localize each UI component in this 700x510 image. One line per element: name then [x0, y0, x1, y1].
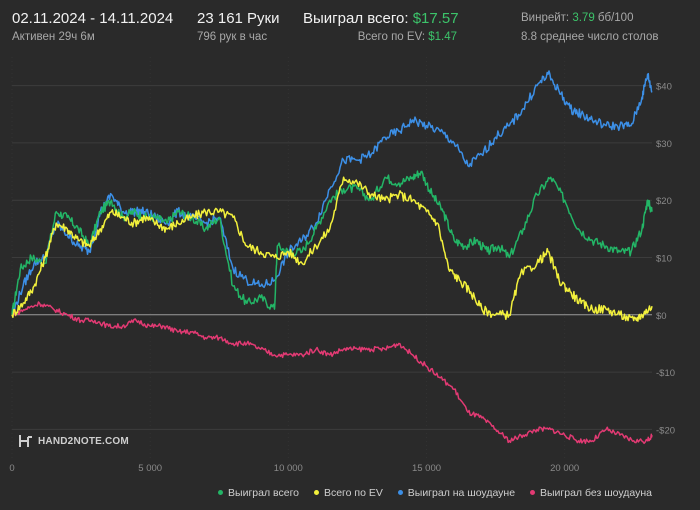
hands-count: 23 161 Руки [197, 10, 280, 27]
winrate-unit: бб/100 [597, 12, 634, 24]
y-tick-label: $0 [656, 311, 667, 322]
won-total-label: Выиграл всего: [303, 10, 409, 27]
y-axis-labels: $40 $30 $20 $10 $0 -$10 -$20 [656, 82, 675, 437]
y-tick-label: $40 [656, 82, 672, 93]
won-total-value: $17.57 [412, 10, 459, 27]
legend-label: Выиграл без шоудауна [540, 487, 652, 499]
legend-item[interactable]: Выиграл всего [218, 487, 299, 499]
winrate: Винрейт: 3.79 бб/100 [521, 12, 633, 24]
ev-total: Всего по EV: $1.47 [358, 31, 457, 43]
legend-item[interactable]: Всего по EV [313, 487, 383, 499]
stats-header: 02.11.2024 - 14.11.2024 Активен 29ч 6м 2… [0, 0, 700, 52]
x-axis-labels: 0 5 000 10 000 15 000 20 000 [9, 463, 579, 474]
legend-dot [218, 489, 224, 495]
chart-legend: Выиграл всего Всего по EV Выиграл на шоу… [206, 487, 652, 499]
x-tick-label: 15 000 [412, 463, 441, 474]
y-tick-label: $10 [656, 254, 672, 265]
winrate-value: 3.79 [572, 12, 595, 24]
hands-per-hour: 796 рук в час [197, 31, 268, 43]
series-line-3 [11, 301, 653, 445]
legend-item[interactable]: Выиграл на шоудауне [397, 487, 516, 499]
avg-tables: 8.8 среднее число столов [521, 31, 659, 43]
series-line-2 [11, 70, 653, 316]
y-tick-label: -$10 [656, 368, 675, 379]
y-tick-label: -$20 [656, 425, 675, 436]
ev-total-value: $1.47 [428, 31, 457, 43]
x-tick-label: 0 [9, 463, 14, 474]
y-tick-label: $20 [656, 196, 672, 207]
profit-graph: $40 $30 $20 $10 $0 -$10 -$20 0 5 000 10 000 15 00… [0, 52, 700, 487]
ev-total-label: Всего по EV: [357, 31, 426, 43]
legend-dot [530, 489, 535, 495]
legend-label: Выиграл на шоудауне [407, 487, 516, 499]
won-total: Выиграл всего: $17.57 [303, 10, 459, 27]
series-layer [11, 70, 653, 445]
x-tick-label: 20 000 [550, 463, 579, 474]
x-tick-label: 5 000 [138, 463, 162, 474]
date-range: 02.11.2024 - 14.11.2024 [12, 10, 174, 27]
series-line-1 [11, 176, 653, 322]
legend-label: Всего по EV [323, 487, 383, 499]
hand2note-logo: HAND2NOTE.COM [19, 435, 129, 447]
legend-item[interactable]: Выиграл без шоудауна [530, 487, 652, 499]
legend-dot [397, 489, 403, 495]
legend-label: Выиграл всего [228, 487, 300, 499]
logo-text: HAND2NOTE.COM [38, 436, 129, 447]
legend-dot [313, 489, 319, 495]
active-time: Активен 29ч 6м [12, 31, 95, 43]
x-tick-label: 10 000 [274, 463, 303, 474]
y-tick-label: $30 [656, 139, 672, 150]
hand2note-logo-icon [19, 435, 32, 447]
series-line-0 [11, 170, 653, 315]
winrate-label: Винрейт: [521, 12, 570, 24]
